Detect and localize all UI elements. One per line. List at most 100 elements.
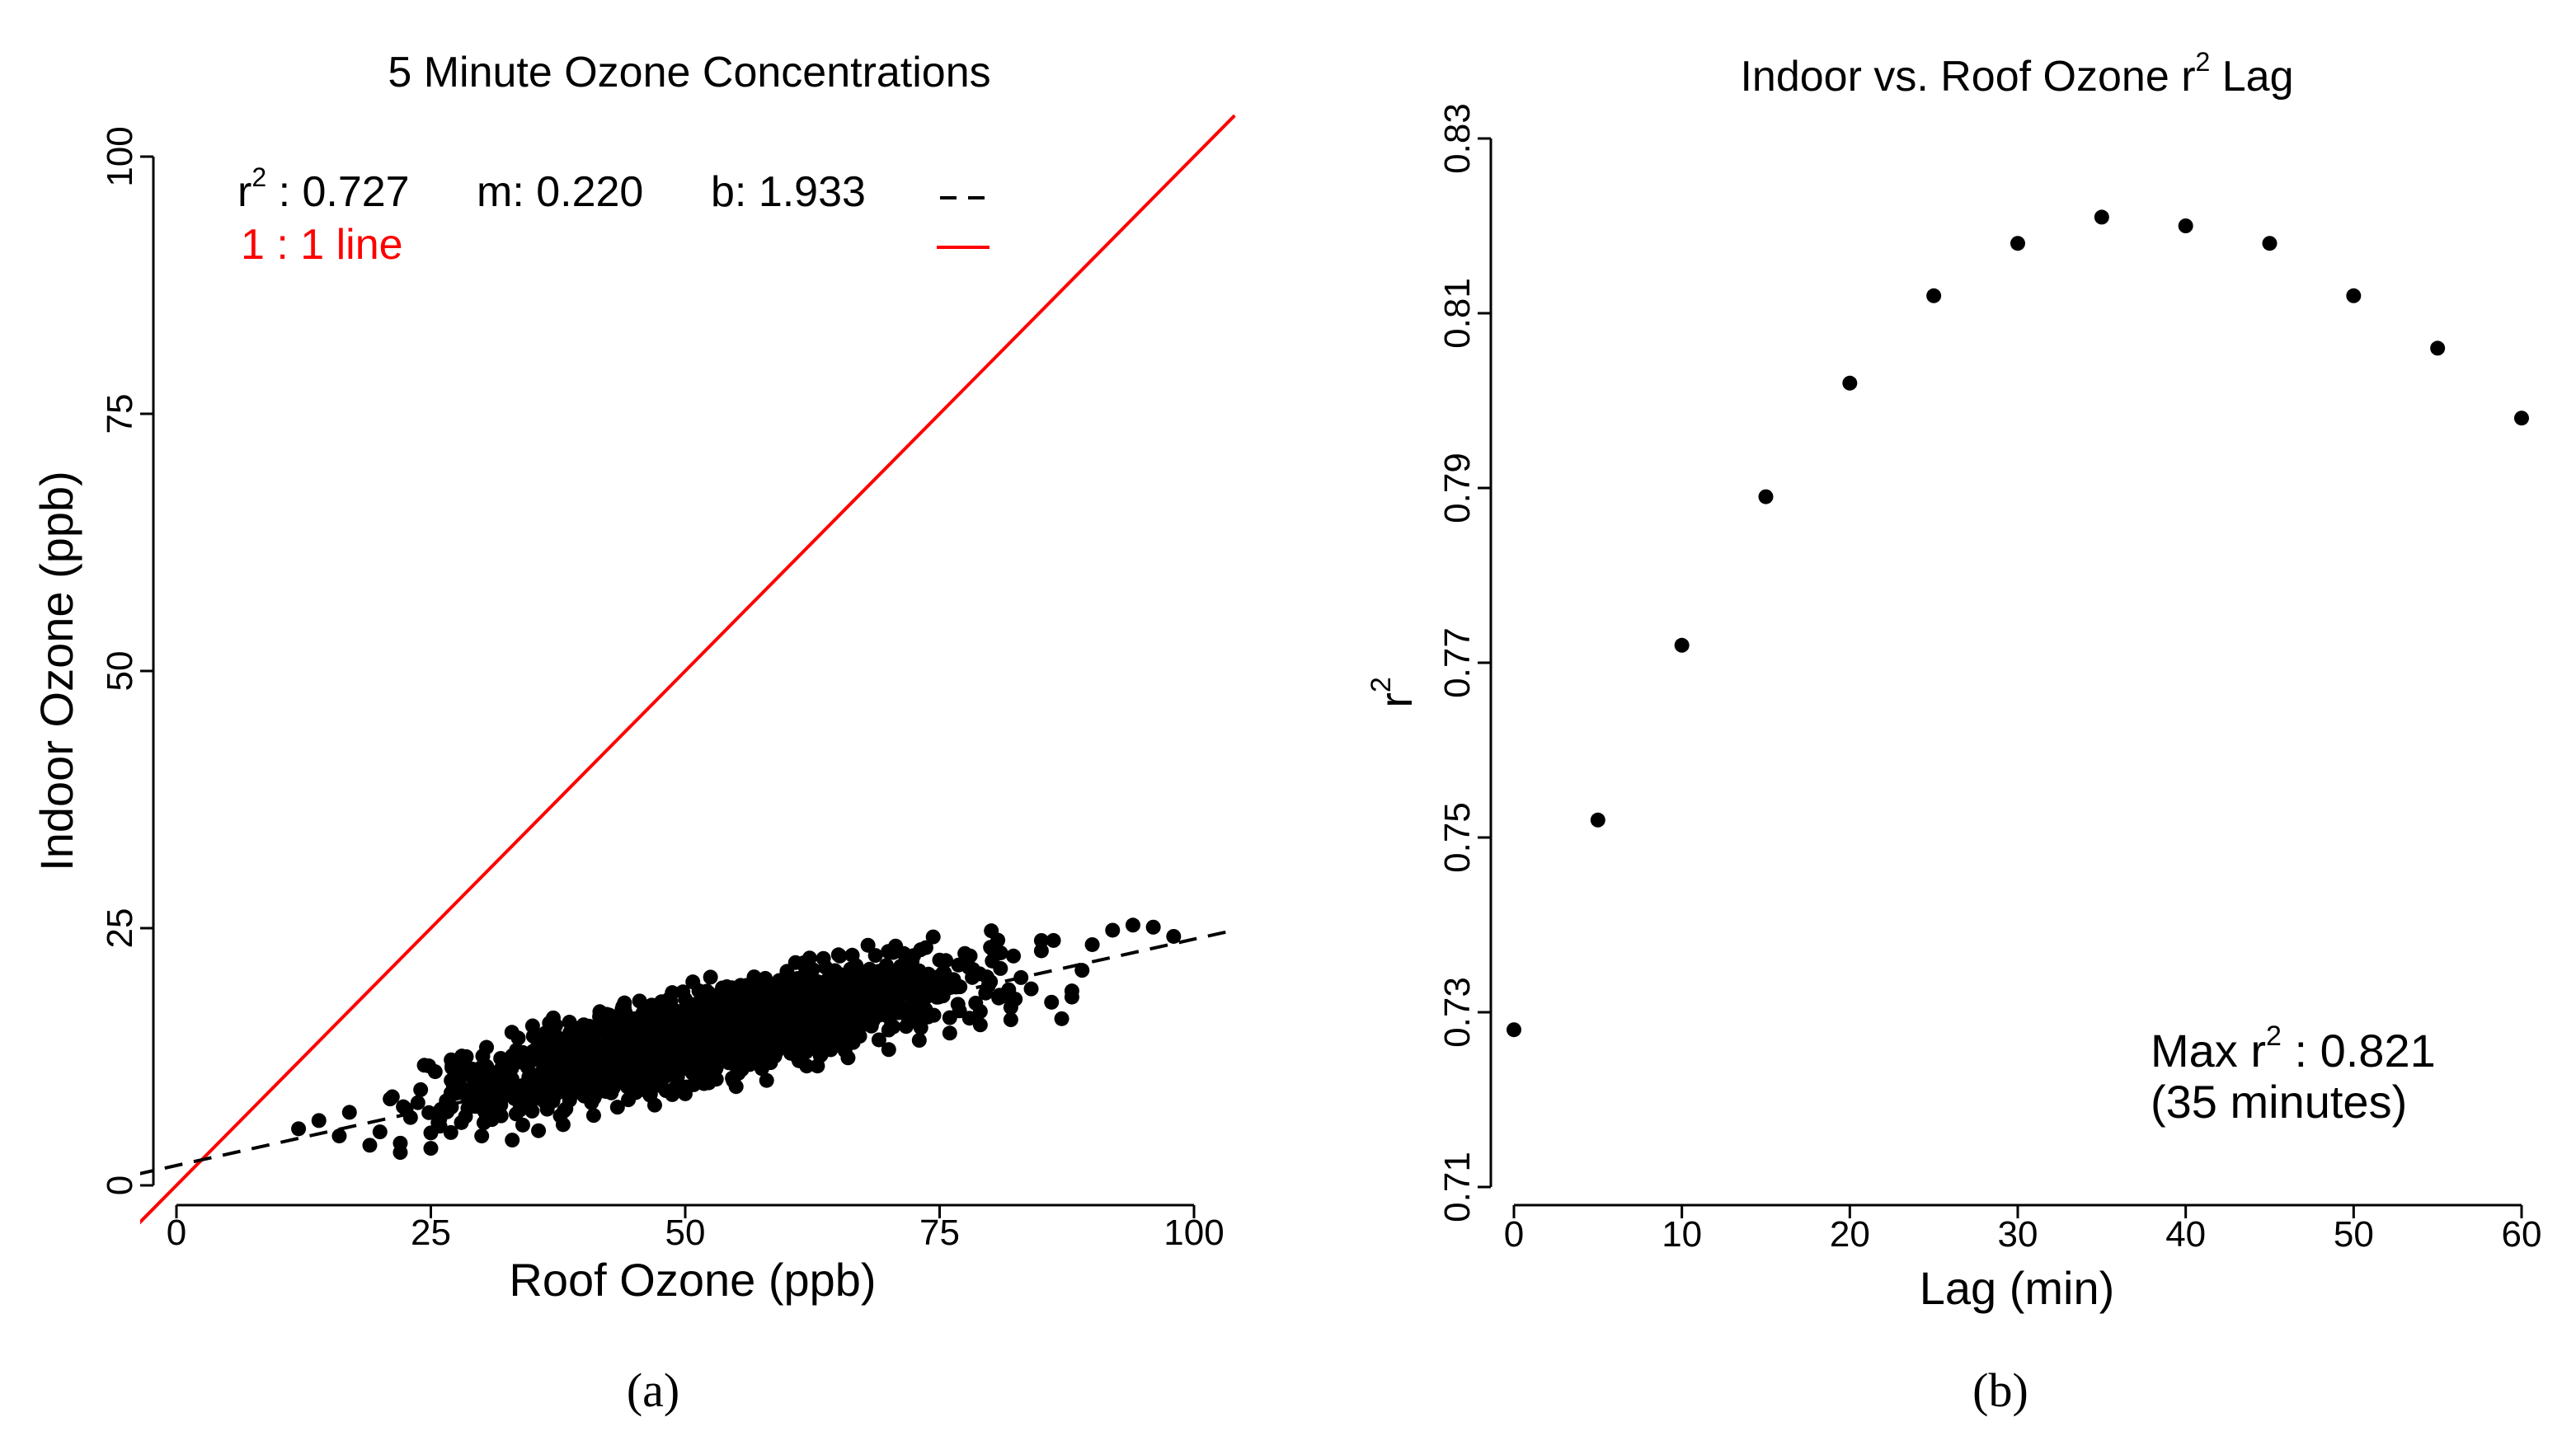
scatter-point	[861, 996, 877, 1011]
chart-b-title: Indoor vs. Roof Ozone r2 Lag	[1740, 47, 2293, 101]
legend-slope: m: 0.220	[477, 168, 643, 216]
panel-a: 5 Minute Ozone Concentrations 0 25 50 75 100…	[31, 49, 1236, 1417]
scatter-point	[937, 965, 952, 981]
scatter-point	[850, 1027, 866, 1043]
scatter-point	[840, 969, 856, 984]
panel-b-label: (b)	[1972, 1363, 2028, 1417]
scatter-point	[830, 947, 846, 963]
scatter-point	[749, 985, 764, 1001]
y-tick-label: 0.71	[1437, 1152, 1478, 1222]
scatter-point	[667, 1063, 683, 1079]
scatter-point	[474, 1059, 490, 1075]
scatter-point	[554, 1083, 570, 1099]
scatter-point	[1105, 922, 1121, 938]
scatter-point	[527, 1088, 543, 1104]
scatter-point	[646, 1039, 662, 1055]
scatter-point	[888, 938, 904, 954]
scatter-point	[1145, 919, 1161, 935]
y-tick-label: 0.81	[1437, 278, 1478, 349]
scatter-point	[871, 964, 886, 979]
scatter-point	[637, 1000, 652, 1016]
scatter-point	[820, 1034, 835, 1049]
scatter-point	[1046, 932, 1061, 948]
scatter-point	[965, 962, 980, 978]
scatter-point	[606, 1077, 622, 1093]
scatter-point	[1006, 948, 1022, 964]
scatter-point	[1023, 981, 1039, 997]
scatter-point	[961, 1011, 977, 1026]
scatter-point	[759, 1072, 774, 1088]
scatter-point	[413, 1081, 429, 1097]
scatter-point	[535, 1043, 551, 1058]
scatter-point	[466, 1080, 482, 1096]
scatter-point	[831, 985, 847, 1001]
scatter-point	[585, 1053, 601, 1068]
scatter-point	[1003, 1012, 1018, 1028]
chart-a-points	[291, 917, 1182, 1161]
lag-point	[2346, 288, 2362, 303]
annotation-max-r2: Max r2 : 0.821	[2151, 1020, 2436, 1077]
scatter-point	[515, 1117, 530, 1133]
scatter-point	[484, 1112, 500, 1128]
scatter-point	[505, 1048, 520, 1063]
scatter-point	[951, 957, 966, 973]
scatter-point	[911, 1033, 927, 1049]
scatter-point	[984, 923, 999, 939]
scatter-point	[891, 990, 907, 1006]
scatter-point	[800, 1006, 816, 1022]
scatter-point	[789, 1039, 805, 1054]
x-tick-label: 0	[167, 1213, 186, 1253]
scatter-point	[416, 1058, 432, 1073]
scatter-point	[524, 1018, 540, 1034]
scatter-point	[913, 942, 928, 958]
chart-a-x-ticks: 0 25 50 75 100	[167, 1205, 1225, 1253]
scatter-point	[911, 1016, 927, 1032]
lag-point	[1842, 375, 1858, 391]
y-tick-label: 0	[100, 1175, 140, 1195]
scatter-point	[688, 997, 703, 1012]
legend-r2: r2 : 0.727	[237, 162, 410, 216]
chart-a-x-label: Roof Ozone (ppb)	[509, 1254, 876, 1306]
x-tick-label: 0	[1504, 1214, 1524, 1255]
scatter-point	[818, 997, 834, 1012]
scatter-point	[779, 964, 795, 979]
scatter-point	[646, 1097, 662, 1113]
scatter-point	[1054, 1011, 1069, 1026]
scatter-point	[722, 1025, 737, 1040]
x-tick-label: 50	[2334, 1214, 2374, 1255]
scatter-point	[454, 1114, 469, 1130]
scatter-point	[538, 1025, 553, 1041]
scatter-point	[383, 1091, 398, 1107]
scatter-point	[1125, 917, 1140, 933]
scatter-point	[708, 1025, 724, 1040]
scatter-point	[698, 1056, 713, 1072]
chart-b-y-label: r2	[1366, 677, 1422, 708]
scatter-point	[585, 1108, 601, 1124]
scatter-point	[703, 969, 718, 985]
scatter-point	[545, 1093, 561, 1109]
scatter-point	[661, 1030, 677, 1046]
scatter-point	[531, 1123, 547, 1138]
lag-point	[2514, 411, 2529, 426]
scatter-point	[331, 1128, 347, 1144]
scatter-point	[871, 1032, 886, 1048]
scatter-point	[545, 1010, 561, 1025]
scatter-point	[443, 1124, 458, 1140]
legend-intercept: b: 1.933	[711, 168, 866, 216]
lag-point	[1758, 489, 1774, 504]
scatter-point	[942, 1010, 957, 1025]
scatter-point	[848, 958, 864, 974]
scatter-point	[621, 1030, 637, 1046]
x-tick-label: 75	[919, 1213, 960, 1253]
x-tick-label: 25	[411, 1213, 451, 1253]
scatter-point	[739, 1018, 754, 1034]
x-tick-label: 60	[2502, 1214, 2542, 1255]
scatter-point	[805, 962, 820, 978]
scatter-point	[636, 1020, 651, 1035]
scatter-point	[719, 979, 735, 995]
scatter-point	[444, 1072, 459, 1088]
scatter-point	[728, 1079, 744, 1095]
scatter-point	[291, 1121, 307, 1137]
scatter-point	[728, 1051, 744, 1067]
